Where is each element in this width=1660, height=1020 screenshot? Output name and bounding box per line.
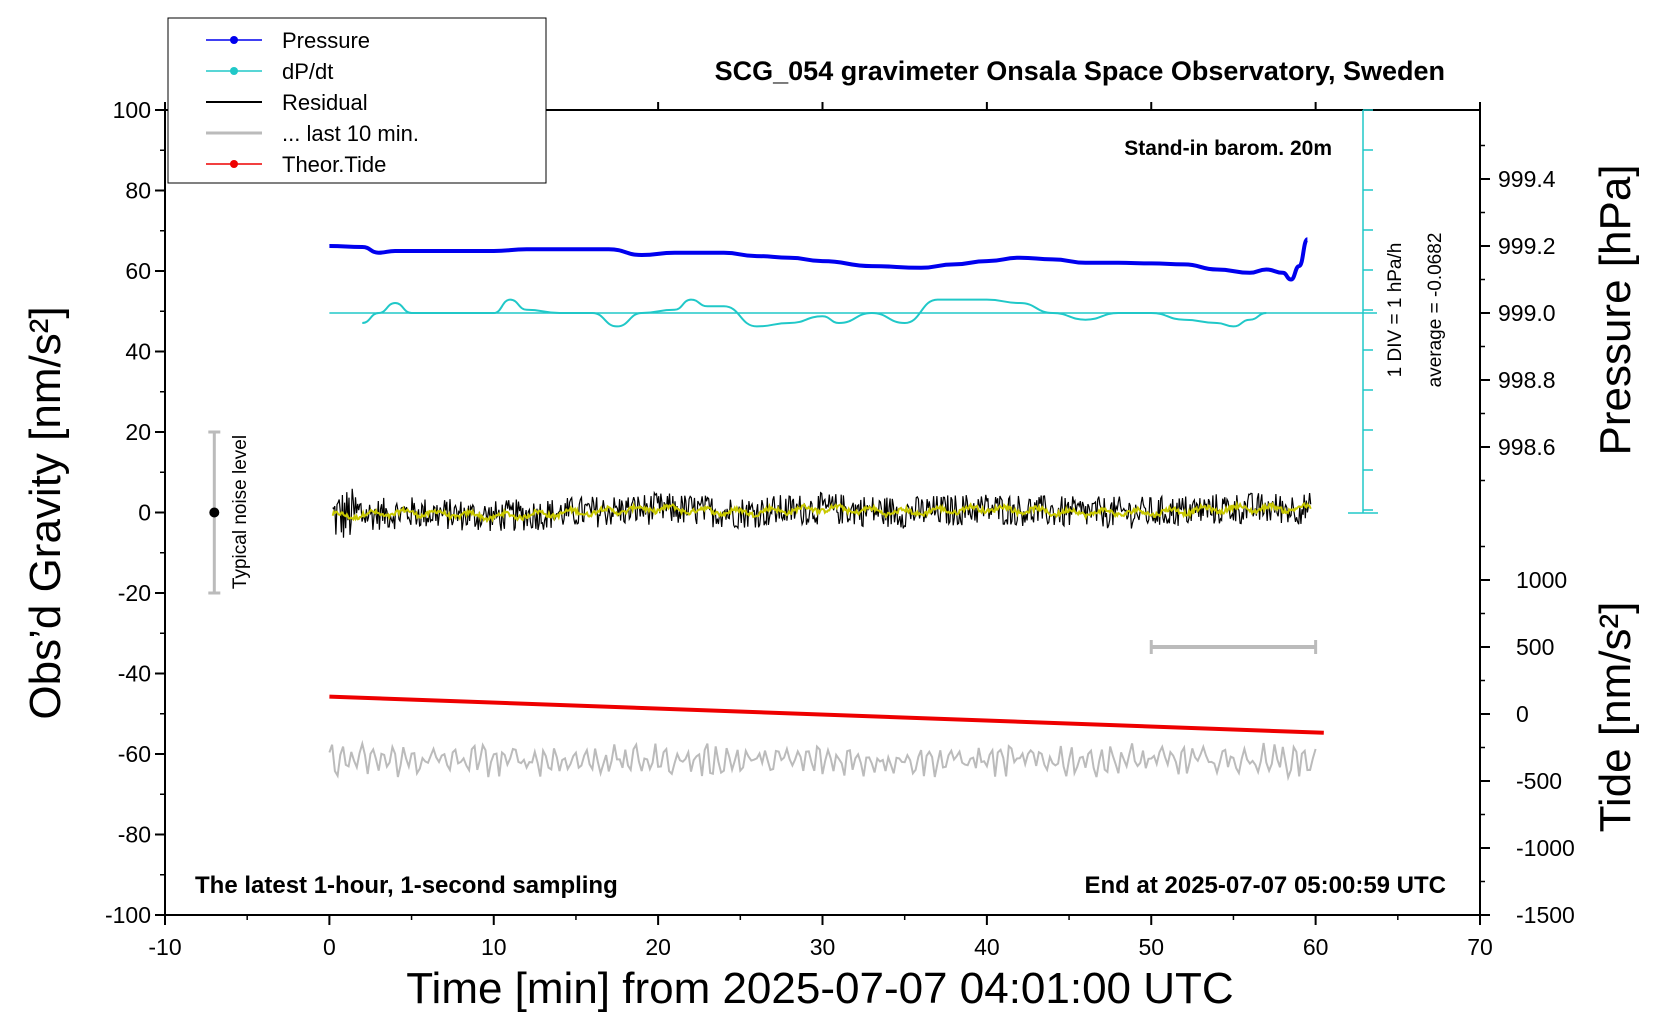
pressure-tick-label: 998.6 [1498,434,1556,460]
legend-item-dpdt: dP/dt [206,59,333,84]
legend-item-residual: Residual [206,90,368,115]
pressure-line [329,237,1310,282]
pressure-tick-label: 999.2 [1498,233,1556,259]
svg-text:Pressure: Pressure [282,28,370,53]
x-tick-label: 60 [1303,934,1329,960]
latest-note: The latest 1-hour, 1-second sampling [195,872,618,899]
average-note: average = -0.0682 [1425,233,1446,388]
pressure-tick-label: 999.4 [1498,166,1556,192]
residual-line [332,488,1312,538]
legend-item-tide: Theor.Tide [206,152,386,177]
y-tick-label: -40 [118,661,151,687]
legend: Pressure dP/dt Residual ... last 10 min.… [167,17,547,184]
svg-text:Theor.Tide: Theor.Tide [282,152,386,177]
y-tick-label: 20 [125,419,151,445]
last10-line [328,739,1317,782]
x-axis-label: Time [min] from 2025-07-07 04:01:00 UTC [406,964,1233,1013]
tide-tick-label: -1000 [1516,835,1575,861]
y-axis-label-left: Obs’d Gravity [nm/s²] [21,306,70,719]
y-tick-label: 60 [125,258,151,284]
tide-tick-label: -500 [1516,768,1562,794]
x-tick-label: 30 [810,934,836,960]
x-tick-label: -10 [148,934,181,960]
svg-text:dP/dt: dP/dt [282,59,333,84]
x-tick-label: 40 [974,934,1000,960]
y-tick-label: -60 [118,741,151,767]
noise-point [209,507,220,518]
tide-tick-label: 0 [1516,701,1529,727]
legend-box [167,17,547,184]
y-axis-label-tide: Tide [nm/s²] [1591,602,1640,833]
x-tick-label: 20 [645,934,671,960]
legend-item-last10: ... last 10 min. [206,121,419,146]
noise-note: Typical noise level [230,435,251,589]
y-tick-label: 100 [113,97,151,123]
series-layer [208,109,1378,782]
dpdt-line [362,298,1267,328]
x-tick-label: 0 [323,934,336,960]
y-tick-label: -80 [118,822,151,848]
y-tick-label: 40 [125,339,151,365]
chart-title: SCG_054 gravimeter Onsala Space Observat… [715,56,1445,86]
residual-smoothed-line [331,500,1312,524]
pressure-tick-label: 999.0 [1498,300,1556,326]
x-tick-label: 50 [1138,934,1164,960]
labels-layer: -10 0 10 20 30 40 50 60 70100806040200-20-40-60-… [105,97,1575,960]
legend-item-pressure: Pressure [206,28,370,53]
y-tick-label: -100 [105,902,151,928]
x-tick-label: 10 [481,934,507,960]
y-tick-label: 0 [138,500,151,526]
svg-text:Residual: Residual [282,90,368,115]
y-tick-label: -20 [118,580,151,606]
y-axis-label-pressure: Pressure [hPa] [1591,164,1640,455]
svg-text:... last 10 min.: ... last 10 min. [282,121,419,146]
div-note: 1 DIV = 1 hPa/h [1385,243,1406,378]
y-tick-label: 80 [125,178,151,204]
x-tick-label: 70 [1467,934,1493,960]
tide-tick-label: 500 [1516,634,1554,660]
tide-line [329,694,1324,735]
pressure-tick-label: 998.8 [1498,367,1556,393]
tide-tick-label: 1000 [1516,567,1567,593]
barometer-note: Stand-in barom. 20m [1124,137,1332,160]
end-note: End at 2025-07-07 05:00:59 UTC [1085,872,1447,899]
tide-tick-label: -1500 [1516,902,1575,928]
